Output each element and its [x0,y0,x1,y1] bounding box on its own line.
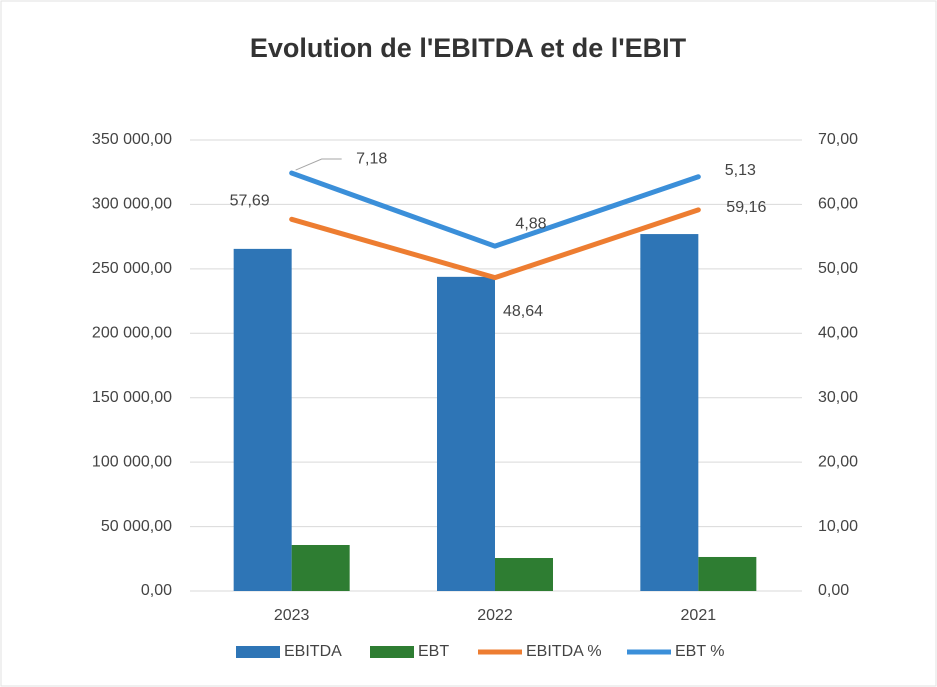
data-label: 59,16 [726,199,766,216]
line-series [289,170,701,249]
bar [233,248,292,592]
bar [640,234,699,591]
y-tick-label: 200 000,00 [92,325,172,342]
legend-swatch [370,646,414,658]
y-tick-label: 250 000,00 [92,260,172,277]
bar [495,558,553,591]
y-tick-label: 50 000,00 [101,518,172,535]
x-tick-label: 2022 [477,607,513,624]
chart-title: Evolution de l'EBITDA et de l'EBIT [250,33,687,63]
leader-line [295,158,342,171]
legend-swatch [236,646,280,658]
data-label: 4,88 [515,215,546,232]
y2-tick-label: 0,00 [818,582,849,599]
line-series [289,207,701,281]
bar [698,556,757,591]
legend-label: EBITDA % [526,643,602,660]
x-tick-label: 2023 [274,607,310,624]
bar [291,544,350,591]
legend-label: EBITDA [284,643,342,660]
y2-tick-label: 50,00 [818,260,858,277]
x-tick-label: 2021 [681,607,717,624]
y2-tick-label: 70,00 [818,131,858,148]
y-tick-label: 300 000,00 [92,196,172,213]
y2-tick-label: 40,00 [818,325,858,342]
data-label: 5,13 [725,162,756,179]
y-tick-label: 350 000,00 [92,131,172,148]
y2-tick-label: 20,00 [818,453,858,470]
legend-label: EBT [418,643,449,660]
data-label: 57,69 [230,193,270,210]
data-label: 48,64 [503,303,543,320]
data-label: 7,18 [356,150,387,167]
y-tick-label: 150 000,00 [92,389,172,406]
y2-tick-label: 30,00 [818,389,858,406]
y2-tick-label: 60,00 [818,196,858,213]
y-tick-label: 0,00 [141,582,172,599]
bar [437,276,495,591]
y-tick-label: 100 000,00 [92,453,172,470]
legend-label: EBT % [675,643,725,660]
y2-tick-label: 10,00 [818,518,858,535]
